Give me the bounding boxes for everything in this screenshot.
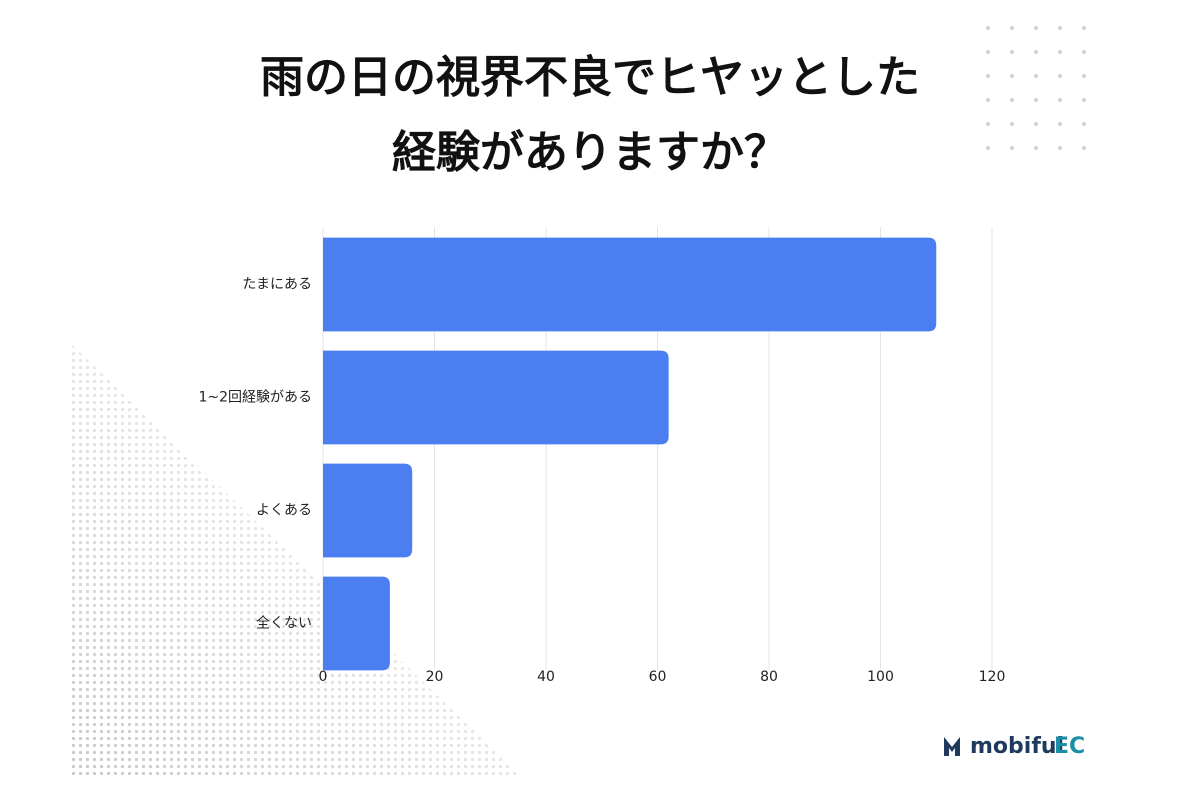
bar (323, 350, 669, 445)
chart-title: 経験がありますか？ (392, 127, 788, 178)
decor-dots (972, 20, 1092, 168)
y-tick-label: 1~2回経験がある (198, 390, 312, 406)
decor-fade (72, 345, 520, 775)
x-tick-label: 100 (867, 669, 894, 685)
x-tick-label: 60 (649, 669, 667, 685)
bar (323, 576, 390, 671)
x-tick-label: 40 (537, 669, 555, 685)
logo-name: mobiful (970, 734, 1064, 759)
x-tick-label: 80 (760, 669, 778, 685)
logo-icon (944, 737, 960, 756)
chart-title: 雨の日の視界不良でヒヤッとした (260, 52, 920, 103)
logo-suffix: EC (1054, 734, 1085, 759)
y-tick-label: たまにある (242, 277, 312, 293)
x-tick-label: 20 (426, 669, 444, 685)
x-tick-label: 0 (319, 669, 328, 685)
y-tick-label: 全くない (256, 615, 312, 632)
bar (323, 237, 937, 332)
x-tick-label: 120 (979, 669, 1006, 685)
bar (323, 463, 413, 558)
logo: mobiful EC (944, 734, 1085, 759)
y-tick-label: よくある (256, 503, 312, 519)
